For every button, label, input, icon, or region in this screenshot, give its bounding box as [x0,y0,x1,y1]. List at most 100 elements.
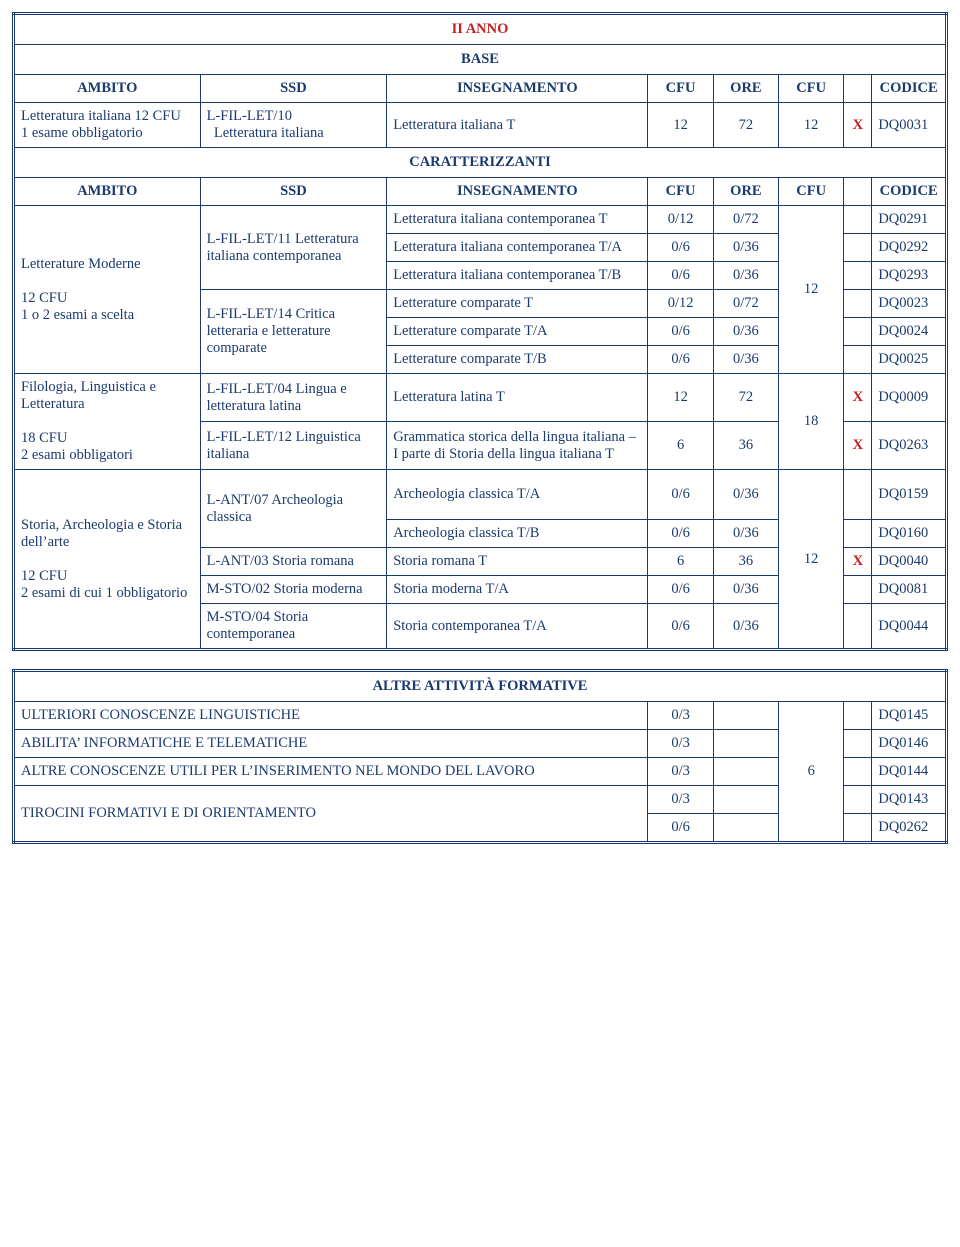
altre-empty [713,730,778,758]
car-row: Letterature Moderne 12 CFU 1 o 2 esami a… [14,206,947,234]
mark-cell: X [844,103,872,148]
header-row-car: AMBITO SSD INSEGNAMENTO CFU ORE CFU CODI… [14,178,947,206]
ssd-cell: M-STO/04 Storia contemporanea [200,604,387,650]
insegnamento-cell: Archeologia classica T/B [387,520,648,548]
cfu-cell: 0/6 [648,576,713,604]
cfu-cell: 0/6 [648,470,713,520]
cfu-cell: 0/6 [648,262,713,290]
ssd-cell: M-STO/02 Storia moderna [200,576,387,604]
mark-cell [844,318,872,346]
ambito-cell: Letterature Moderne 12 CFU 1 o 2 esami a… [14,206,201,374]
ssd-cell: L-ANT/03 Storia romana [200,548,387,576]
altre-mark [844,730,872,758]
altre-codice: DQ0146 [872,730,947,758]
cfu2-cell: 12 [779,103,844,148]
insegnamento-cell: Letterature comparate T [387,290,648,318]
ambito-cell: Filologia, Linguistica e Letteratura 18 … [14,374,201,470]
altre-mark [844,758,872,786]
altre-empty [713,814,778,843]
codice-cell: DQ0263 [872,422,947,470]
col-cfu: CFU [648,75,713,103]
altre-table: ALTRE ATTIVITÀ FORMATIVE ULTERIORI CONOS… [12,669,948,844]
altre-empty [713,702,778,730]
mark-cell [844,470,872,520]
insegnamento-cell: Storia romana T [387,548,648,576]
ore-cell: 0/36 [713,604,778,650]
cfu-cell: 6 [648,422,713,470]
col-codice: CODICE [872,75,947,103]
cfu-cell: 0/6 [648,318,713,346]
codice-cell: DQ0025 [872,346,947,374]
altre-mark [844,702,872,730]
car-row: Filologia, Linguistica e Letteratura 18 … [14,374,947,422]
insegnamento-cell: Letteratura italiana contemporanea T/B [387,262,648,290]
insegnamento-cell: Storia contemporanea T/A [387,604,648,650]
altre-label: TIROCINI FORMATIVI E DI ORIENTAMENTO [14,786,648,843]
col-insegnamento: INSEGNAMENTO [387,75,648,103]
ore-cell: 0/36 [713,234,778,262]
cfu-cell: 0/6 [648,604,713,650]
altre-empty [713,786,778,814]
codice-cell: DQ0024 [872,318,947,346]
ore-cell: 72 [713,103,778,148]
ore-cell: 0/36 [713,470,778,520]
insegnamento-cell: Letterature comparate T/B [387,346,648,374]
ssd-cell: L-FIL-LET/11 Letteratura italiana contem… [200,206,387,290]
altre-cfu: 0/3 [648,730,713,758]
col-mark [844,178,872,206]
col-insegnamento: INSEGNAMENTO [387,178,648,206]
col-ambito: AMBITO [14,75,201,103]
codice-cell: DQ0160 [872,520,947,548]
col-ore: ORE [713,75,778,103]
ore-cell: 36 [713,548,778,576]
cfu2-cell: 18 [779,374,844,470]
col-mark [844,75,872,103]
page-title: II ANNO [14,14,947,45]
ore-cell: 36 [713,422,778,470]
codice-cell: DQ0081 [872,576,947,604]
insegnamento-cell: Letterature comparate T/A [387,318,648,346]
mark-cell [844,520,872,548]
section-car-title: CARATTERIZZANTI [14,148,947,178]
mark-cell [844,346,872,374]
ambito-cell: Letteratura italiana 12 CFU 1 esame obbl… [14,103,201,148]
base-row: Letteratura italiana 12 CFU 1 esame obbl… [14,103,947,148]
codice-cell: DQ0291 [872,206,947,234]
mark-cell: X [844,548,872,576]
ssd-cell: L-FIL-LET/10 Letteratura italiana [200,103,387,148]
mark-cell [844,604,872,650]
col-ssd: SSD [200,178,387,206]
col-ssd: SSD [200,75,387,103]
cfu-cell: 12 [648,103,713,148]
col-ambito: AMBITO [14,178,201,206]
codice-cell: DQ0293 [872,262,947,290]
ssd-cell: L-FIL-LET/04 Lingua e letteratura latina [200,374,387,422]
section-base-title: BASE [14,45,947,75]
codice-cell: DQ0009 [872,374,947,422]
ore-cell: 0/72 [713,290,778,318]
mark-cell [844,206,872,234]
altre-group-cfu: 6 [779,702,844,843]
altre-empty [713,758,778,786]
altre-cfu: 0/3 [648,786,713,814]
cfu-cell: 6 [648,548,713,576]
ore-cell: 0/36 [713,318,778,346]
insegnamento-cell: Letteratura italiana T [387,103,648,148]
ore-cell: 0/36 [713,262,778,290]
codice-cell: DQ0031 [872,103,947,148]
ambito-cell: Storia, Archeologia e Storia dell’arte 1… [14,470,201,650]
col-cfu: CFU [648,178,713,206]
col-cfu2: CFU [779,75,844,103]
cfu-cell: 0/6 [648,520,713,548]
codice-cell: DQ0292 [872,234,947,262]
mark-cell [844,576,872,604]
mark-cell: X [844,374,872,422]
altre-cfu: 0/3 [648,758,713,786]
cfu-cell: 0/12 [648,206,713,234]
insegnamento-cell: Letteratura latina T [387,374,648,422]
cfu2-cell: 12 [779,470,844,650]
altre-cfu: 0/6 [648,814,713,843]
cfu2-cell: 12 [779,206,844,374]
altre-mark [844,786,872,814]
ssd-cell: L-FIL-LET/14 Critica letteraria e letter… [200,290,387,374]
